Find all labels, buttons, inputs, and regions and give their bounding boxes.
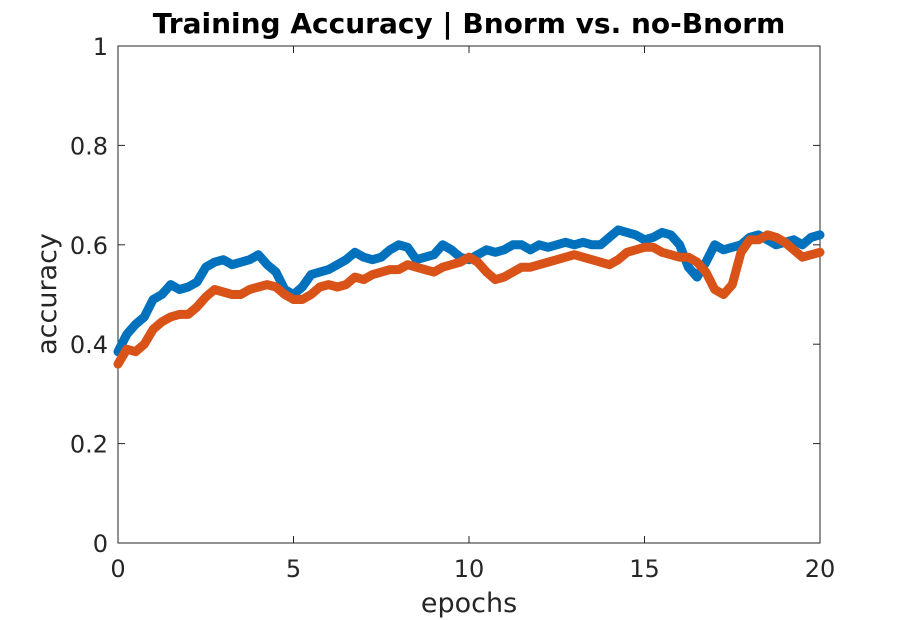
series-line-2 [113,230,825,369]
axis-ticks: 0 5 10 15 20 0 0.2 0.4 0.6 0.8 1 [70,33,835,583]
x-axis-label: epochs [421,588,517,619]
y-tick-label: 1 [93,33,108,61]
x-tick-label: 20 [805,555,836,583]
y-tick-label: 0.6 [70,232,108,260]
series-lines [113,225,825,369]
y-axis-label: accuracy [32,233,63,355]
x-tick-label: 0 [110,555,125,583]
x-tick-label: 5 [286,555,301,583]
chart-title: Training Accuracy | Bnorm vs. no-Bnorm [153,7,786,40]
x-tick-label: 15 [629,555,660,583]
y-tick-label: 0 [93,530,108,558]
y-tick-label: 0.8 [70,132,108,160]
y-tick-label: 0.2 [70,431,108,459]
y-tick-label: 0.4 [70,331,108,359]
x-tick-label: 10 [454,555,485,583]
